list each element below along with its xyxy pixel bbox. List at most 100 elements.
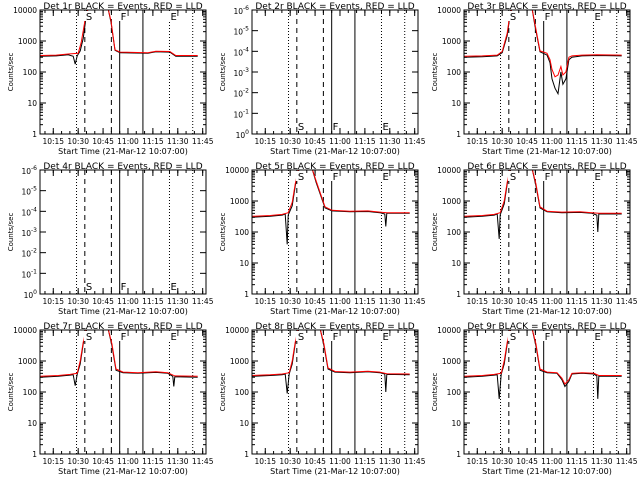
marker-label-bg xyxy=(592,11,602,21)
y-tick-label: 1000 xyxy=(442,197,461,206)
series-line-lld xyxy=(252,330,410,376)
y-tick-label: 100 xyxy=(447,68,462,77)
series-line-events xyxy=(40,330,198,387)
series-group xyxy=(40,330,198,387)
x-tick-label: 11:30 xyxy=(167,137,189,146)
marker-label-bg xyxy=(168,331,178,341)
chart-title: Det 4r BLACK = Events, RED = LLD xyxy=(43,162,202,172)
chart-panel-1: Det 1r BLACK = Events, RED = LLD 1 10 100 10… xyxy=(7,2,214,156)
y-tick-label: 10-6 xyxy=(233,5,249,16)
y-tick-label: 10-5 xyxy=(21,186,37,197)
series-line-lld xyxy=(40,10,198,56)
x-tick-label: 11:00 xyxy=(117,297,139,306)
x-axis-label: Start Time (21-Mar-12 10:07:00) xyxy=(58,307,188,316)
series-line-events xyxy=(464,330,622,399)
marker-label: S xyxy=(298,172,304,183)
x-tick-label: 11:15 xyxy=(354,457,376,466)
marker-label: E xyxy=(594,332,600,343)
x-tick-label: 11:30 xyxy=(167,457,189,466)
x-tick-label: 10:30 xyxy=(67,137,89,146)
x-tick-label: 10:45 xyxy=(516,137,538,146)
marker-label: S xyxy=(86,12,92,23)
plot-frame xyxy=(463,329,631,455)
x-tick-label: 11:00 xyxy=(329,297,351,306)
marker-label: E xyxy=(170,282,176,293)
marker-label: S xyxy=(510,12,516,23)
y-axis-label: Counts/sec xyxy=(219,373,227,412)
x-tick-label: 11:00 xyxy=(117,457,139,466)
series-line-events xyxy=(464,10,622,96)
y-tick-label: 10 xyxy=(27,419,37,428)
x-tick-label: 10:15 xyxy=(466,137,488,146)
marker-label: F xyxy=(545,12,551,23)
marker-label-bg xyxy=(542,171,552,181)
x-tick-label: 11:00 xyxy=(541,137,563,146)
series-line-lld xyxy=(464,170,622,217)
y-tick-label: 10000 xyxy=(437,326,461,335)
y-tick-label: 100 xyxy=(236,129,250,140)
x-tick-label: 10:45 xyxy=(304,137,326,146)
x-tick-label: 11:15 xyxy=(566,297,588,306)
marker-label: S xyxy=(86,332,92,343)
y-tick-label: 1000 xyxy=(18,357,37,366)
plot-frame xyxy=(39,329,207,455)
x-tick-label: 11:00 xyxy=(541,457,563,466)
chart-panel-5: Det 5r BLACK = Events, RED = LLD 1 10 100 10… xyxy=(219,162,426,316)
x-tick-label: 10:45 xyxy=(304,457,326,466)
marker-label: E xyxy=(594,12,600,23)
x-axis-label: Start Time (21-Mar-12 10:07:00) xyxy=(58,147,188,156)
marker-label: F xyxy=(121,282,127,293)
x-tick-label: 10:30 xyxy=(491,297,513,306)
x-tick-label: 10:45 xyxy=(92,137,114,146)
marker-label-bg xyxy=(118,331,128,341)
marker-label: F xyxy=(121,12,127,23)
marker-label-bg xyxy=(295,171,305,181)
marker-label: F xyxy=(545,172,551,183)
marker-label-bg xyxy=(380,331,390,341)
series-group xyxy=(252,170,410,245)
chart-title: Det 7r BLACK = Events, RED = LLD xyxy=(43,322,202,332)
marker-label-bg xyxy=(295,331,305,341)
chart-title: Det 2r BLACK = Events, RED = LLD xyxy=(255,2,414,12)
x-tick-label: 11:00 xyxy=(329,457,351,466)
x-tick-label: 10:15 xyxy=(254,137,276,146)
x-tick-label: 11:30 xyxy=(167,297,189,306)
y-tick-label: 10 xyxy=(27,99,37,108)
chart-title: Det 8r BLACK = Events, RED = LLD xyxy=(255,322,414,332)
chart-panel-4: Det 4r BLACK = Events, RED = LLD 10-6 10-5… xyxy=(7,162,214,316)
y-tick-label: 10 xyxy=(451,259,461,268)
x-tick-label: 11:15 xyxy=(354,137,376,146)
y-tick-label: 1 xyxy=(456,290,461,299)
x-tick-label: 10:30 xyxy=(491,137,513,146)
marker-label-bg xyxy=(330,331,340,341)
x-tick-label: 11:00 xyxy=(117,137,139,146)
y-tick-label: 1 xyxy=(32,130,37,139)
plot-frame xyxy=(39,169,207,295)
y-tick-label: 1 xyxy=(456,450,461,459)
x-tick-label: 11:45 xyxy=(616,137,638,146)
series-line-events xyxy=(464,170,622,239)
marker-label: E xyxy=(594,172,600,183)
series-group xyxy=(464,330,622,399)
y-tick-label: 100 xyxy=(23,388,38,397)
x-tick-label: 10:15 xyxy=(42,297,64,306)
plot-frame xyxy=(251,9,419,135)
y-tick-label: 1 xyxy=(456,130,461,139)
series-group xyxy=(40,10,198,65)
x-tick-label: 10:45 xyxy=(92,457,114,466)
y-tick-label: 1 xyxy=(244,450,249,459)
y-tick-label: 10-4 xyxy=(21,206,37,217)
chart-panel-8: Det 8r BLACK = Events, RED = LLD 1 10 100 10… xyxy=(219,322,426,476)
plot-frame xyxy=(463,169,631,295)
y-tick-label: 10-6 xyxy=(21,165,37,176)
x-tick-label: 10:15 xyxy=(42,457,64,466)
x-tick-label: 10:45 xyxy=(516,457,538,466)
y-tick-label: 10-1 xyxy=(233,108,249,119)
marker-label-bg xyxy=(118,11,128,21)
y-axis-label: Counts/sec xyxy=(431,53,439,92)
x-tick-label: 10:30 xyxy=(279,457,301,466)
chart-panel-6: Det 6r BLACK = Events, RED = LLD 1 10 100 10… xyxy=(431,162,638,316)
x-tick-label: 11:15 xyxy=(566,457,588,466)
y-tick-label: 1 xyxy=(244,290,249,299)
